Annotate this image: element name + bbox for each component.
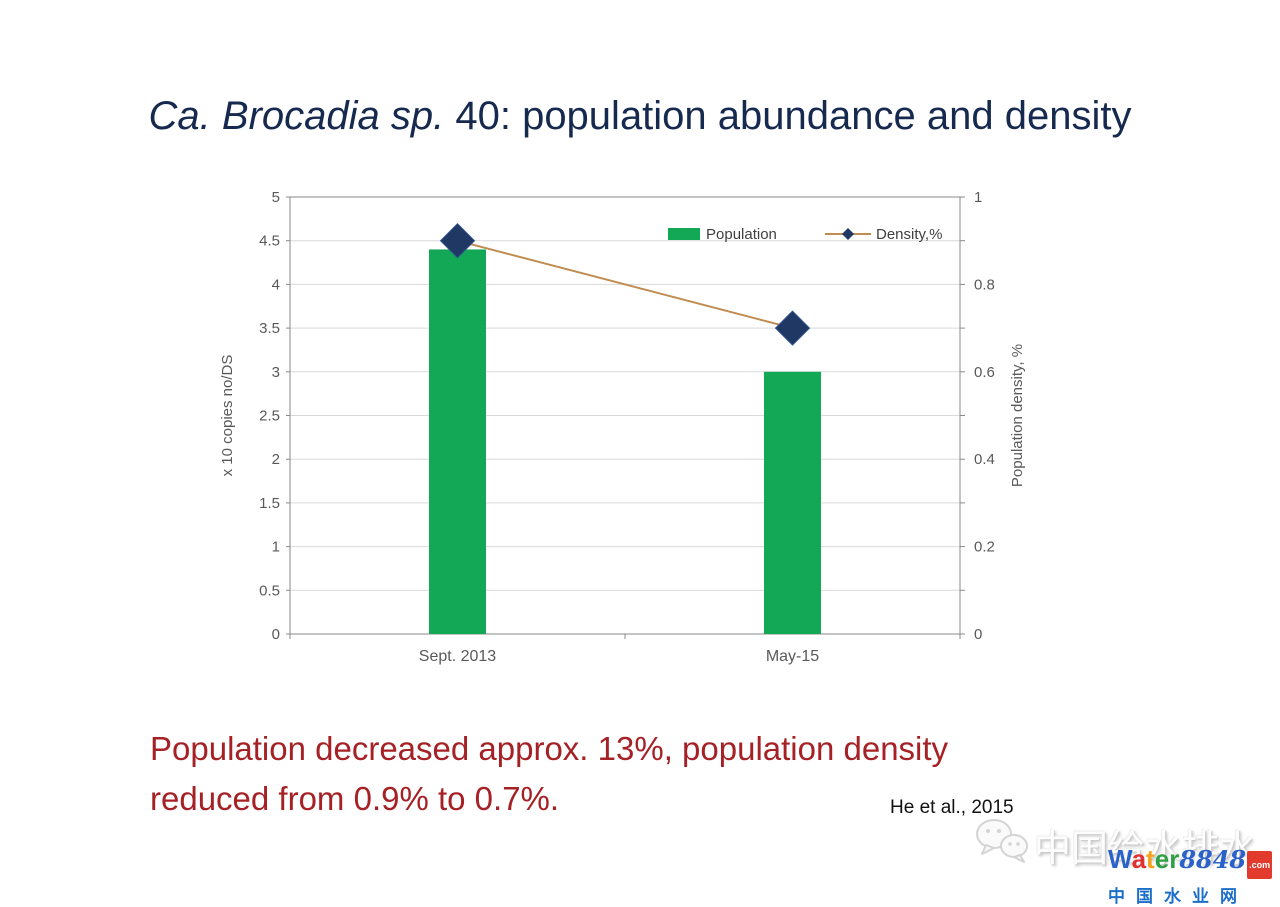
chart-canvas: 0 0.5 1 1.5 2 2.5 3 3.5 4 4.5 5 0 0.2 0.4 0.6 0.8 1 x 10 … xyxy=(219,189,1026,665)
left-tick-label: 2 xyxy=(272,451,280,468)
logo-letter: r xyxy=(1169,844,1180,874)
left-tick-label: 1 xyxy=(272,539,280,556)
title-species-italic: Ca. Brocadia sp. xyxy=(148,94,445,138)
right-tick-label: 0.2 xyxy=(974,539,995,556)
right-tick-label: 0.6 xyxy=(974,364,995,381)
left-tick-label: 4.5 xyxy=(259,233,280,250)
x-axis-label: May-15 xyxy=(766,648,819,665)
population-bar xyxy=(764,371,821,634)
logo-number: 8848 xyxy=(1179,845,1247,874)
legend-swatch-population xyxy=(668,228,700,240)
density-marker xyxy=(439,222,476,259)
logo-letter: W xyxy=(1108,844,1132,874)
summary-line-2: reduced from 0.9% to 0.7%. xyxy=(150,780,560,817)
logo-letter: t xyxy=(1146,844,1155,874)
legend-marker-density xyxy=(842,228,854,240)
logo-letter: e xyxy=(1154,844,1170,874)
x-axis-label: Sept. 2013 xyxy=(419,648,497,665)
water8848-logo: Water8848 .com 中国水业网 xyxy=(1108,844,1273,907)
left-tick-label: 0.5 xyxy=(259,582,280,599)
logo-com-badge: .com xyxy=(1247,851,1273,879)
left-tick-label: 1.5 xyxy=(259,495,280,512)
left-tick-label: 3.5 xyxy=(259,320,280,337)
left-tick-label: 3 xyxy=(272,364,280,381)
watermark-brand-cn: 中国给水排水 xyxy=(1034,828,1256,869)
right-tick-label: 1 xyxy=(974,189,982,206)
population-density-chart: 0 0.5 1 1.5 2 2.5 3 3.5 4 4.5 5 0 0.2 0.4 0.6 0.8 1 x 10 … xyxy=(210,185,1055,690)
left-axis-title: x 10 copies no/DS xyxy=(219,355,236,477)
watermark: 中国给水排水 Water8848 .com 中国水业网 xyxy=(972,814,1273,906)
density-marker xyxy=(774,310,811,346)
summary-text: Population decreased approx. 13%, popula… xyxy=(150,724,1150,824)
legend-label-population: Population xyxy=(706,226,777,243)
water8848-wordmark: Water8848 .com xyxy=(1108,844,1273,879)
population-bar xyxy=(429,249,486,634)
left-tick-label: 2.5 xyxy=(259,408,280,425)
page-title: Ca. Brocadia sp. 40: population abundanc… xyxy=(0,94,1280,139)
density-line xyxy=(457,239,793,330)
citation: He et al., 2015 xyxy=(890,797,1014,818)
title-rest: 40: population abundance and density xyxy=(444,94,1132,138)
wechat-icon xyxy=(976,819,1028,863)
water-letters: Water xyxy=(1108,844,1179,874)
summary-line-1: Population decreased approx. 13%, popula… xyxy=(150,730,949,767)
right-tick-label: 0.8 xyxy=(974,276,995,293)
left-tick-label: 0 xyxy=(272,626,280,643)
left-tick-label: 4 xyxy=(272,276,280,293)
logo-subtitle-cn: 中国水业网 xyxy=(1108,887,1248,906)
right-axis-title: Population density, % xyxy=(1009,344,1026,487)
right-tick-label: 0.4 xyxy=(974,451,995,468)
right-tick-label: 0 xyxy=(974,626,982,643)
legend-label-density: Density,% xyxy=(876,226,942,243)
logo-letter: a xyxy=(1131,844,1147,874)
left-tick-label: 5 xyxy=(272,189,280,206)
